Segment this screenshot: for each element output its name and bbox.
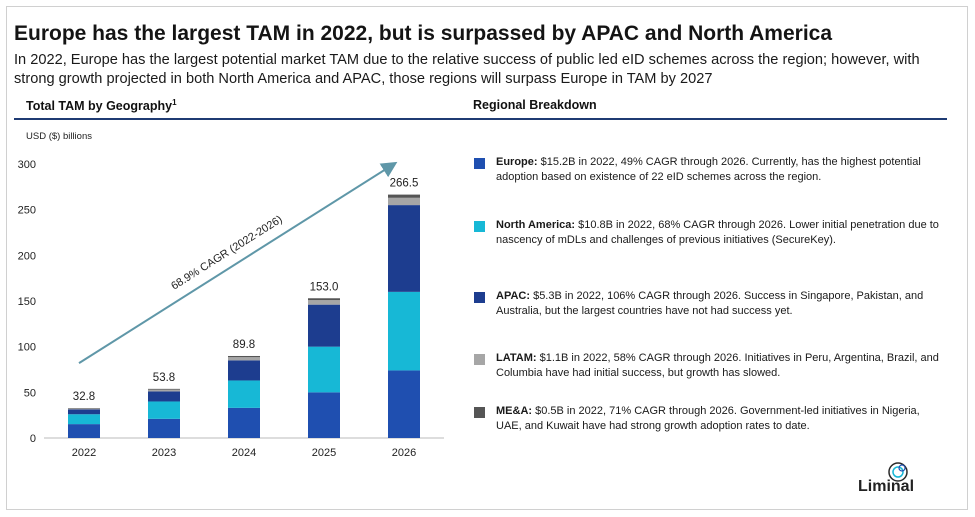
bar-total-label: 153.0 bbox=[310, 281, 339, 293]
chart-section-label: Total TAM by Geography1 bbox=[26, 98, 177, 113]
footnote-marker: 1 bbox=[172, 98, 177, 107]
chart-section-label-text: Total TAM by Geography bbox=[26, 99, 173, 114]
bar-segment bbox=[148, 388, 180, 390]
bar-segment bbox=[148, 389, 180, 392]
bar-segment bbox=[388, 197, 420, 206]
legend-description: APAC: $5.3B in 2022, 106% CAGR through 2… bbox=[496, 289, 941, 319]
legend-region-name: Europe: bbox=[496, 156, 538, 168]
legend-region-name: North America: bbox=[496, 219, 576, 231]
legend-region-text: $0.5B in 2022, 71% CAGR through 2026. Go… bbox=[496, 405, 920, 432]
bar-segment bbox=[388, 194, 420, 198]
y-tick-label: 150 bbox=[18, 296, 36, 308]
y-tick-label: 250 bbox=[18, 205, 36, 217]
liminal-logo: Liminal bbox=[858, 460, 928, 500]
legend-description: Europe: $15.2B in 2022, 49% CAGR through… bbox=[496, 155, 941, 185]
bar-segment bbox=[308, 346, 340, 393]
legend-region-name: APAC: bbox=[496, 290, 531, 302]
x-tick-label: 2025 bbox=[312, 447, 336, 459]
legend-swatch bbox=[474, 407, 485, 418]
cagr-trend-arrow bbox=[78, 161, 398, 364]
legend-region-text: $5.3B in 2022, 106% CAGR through 2026. S… bbox=[496, 290, 924, 317]
y-tick-label: 300 bbox=[18, 159, 36, 171]
bar-segment bbox=[308, 298, 340, 301]
breakdown-section-label: Regional Breakdown bbox=[473, 98, 597, 112]
legend-swatch bbox=[474, 158, 485, 169]
bar-segment bbox=[308, 300, 340, 305]
bar-segment bbox=[388, 370, 420, 438]
legend-region-text: $1.1B in 2022, 58% CAGR through 2026. In… bbox=[496, 352, 939, 379]
legend-swatch bbox=[474, 354, 485, 365]
legend-swatch bbox=[474, 221, 485, 232]
bar-segment bbox=[68, 424, 100, 438]
legend-region-text: $15.2B in 2022, 49% CAGR through 2026. C… bbox=[496, 156, 921, 183]
legend-swatch bbox=[474, 292, 485, 303]
section-divider bbox=[14, 118, 947, 120]
tam-stacked-bar-chart: 0 50 100 150 200 250 300 32.8 2022 53.8 2023 89.8 20… bbox=[18, 159, 444, 459]
y-tick-label: 0 bbox=[30, 433, 36, 445]
x-tick-label: 2024 bbox=[232, 447, 256, 459]
bar-segment bbox=[148, 391, 180, 402]
page-subtitle: In 2022, Europe has the largest potentia… bbox=[14, 52, 920, 87]
legend-region-name: LATAM: bbox=[496, 352, 537, 364]
bar-segment bbox=[388, 205, 420, 292]
logo-text: Liminal bbox=[858, 478, 915, 495]
unit-label: USD ($) billions bbox=[26, 131, 92, 142]
cagr-trend-label: 68.9% CAGR (2022-2026) bbox=[169, 213, 284, 292]
bar-segment bbox=[228, 355, 260, 358]
bar-total-label: 53.8 bbox=[153, 372, 175, 384]
bar-segment bbox=[148, 401, 180, 419]
liminal-logo-icon bbox=[888, 462, 908, 482]
legend-region-name: ME&A: bbox=[496, 405, 533, 417]
x-tick-label: 2022 bbox=[72, 447, 96, 459]
bar-segment bbox=[228, 380, 260, 408]
y-tick-label: 200 bbox=[18, 250, 36, 262]
legend-description: North America: $10.8B in 2022, 68% CAGR … bbox=[496, 218, 941, 248]
y-tick-label: 100 bbox=[18, 342, 36, 354]
bar-segment bbox=[68, 408, 100, 410]
bar-segment bbox=[148, 418, 180, 438]
bar-segment bbox=[228, 357, 260, 361]
legend-description: ME&A: $0.5B in 2022, 71% CAGR through 20… bbox=[496, 404, 941, 434]
legend-region-text: $10.8B in 2022, 68% CAGR through 2026. L… bbox=[496, 219, 939, 246]
x-tick-label: 2023 bbox=[152, 447, 176, 459]
bar-segment bbox=[68, 414, 100, 425]
bar-segment bbox=[68, 409, 100, 415]
bar-total-label: 89.8 bbox=[233, 339, 255, 351]
bar-total-label: 32.8 bbox=[73, 391, 95, 403]
bar-segment bbox=[228, 360, 260, 381]
bar-segment bbox=[388, 291, 420, 371]
legend-description: LATAM: $1.1B in 2022, 58% CAGR through 2… bbox=[496, 351, 941, 381]
x-tick-label: 2026 bbox=[392, 447, 416, 459]
bar-segment bbox=[228, 407, 260, 438]
bar-segment bbox=[308, 392, 340, 438]
bar-segment bbox=[308, 304, 340, 347]
page-title: Europe has the largest TAM in 2022, but … bbox=[14, 22, 833, 45]
bar-total-label: 266.5 bbox=[390, 178, 419, 190]
y-tick-label: 50 bbox=[24, 387, 36, 399]
